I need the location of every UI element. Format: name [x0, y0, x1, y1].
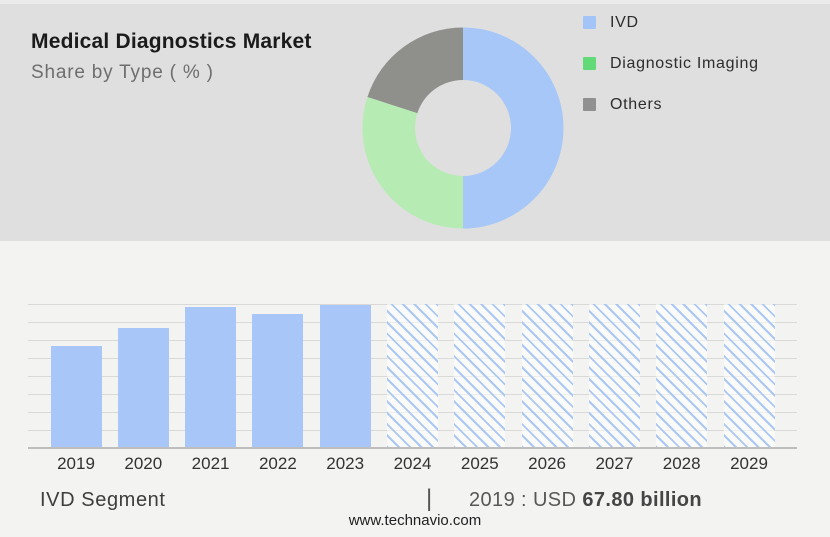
donut-segment-diagnostic-imaging [362, 96, 463, 229]
legend-item-ivd: IVD [583, 13, 759, 31]
caption-segment-label: IVD Segment [40, 489, 166, 511]
bar-2021 [185, 307, 237, 448]
donut-legend: IVD Diagnostic Imaging Others [583, 13, 759, 113]
x-axis-label-2027: 2027 [595, 454, 634, 473]
bar-2028 [656, 304, 708, 448]
x-axis-label-2023: 2023 [326, 454, 365, 473]
legend-label-diagnostic-imaging: Diagnostic Imaging [610, 54, 759, 72]
bar-2022 [252, 314, 304, 448]
x-axis-baseline [28, 447, 797, 449]
donut-segment-ivd [463, 27, 564, 229]
legend-item-others: Others [583, 95, 759, 113]
bar-2029 [723, 304, 775, 448]
x-axis-label-2026: 2026 [528, 454, 566, 473]
x-axis-label-2029: 2029 [730, 454, 768, 473]
caption-value-prefix: 2019 : USD [469, 489, 583, 511]
legend-swatch-diagnostic-imaging-icon [583, 57, 596, 70]
bar-2025 [454, 304, 506, 448]
bar-2020 [117, 328, 169, 448]
x-axis-label-2025: 2025 [460, 454, 499, 473]
footer-website: www.technavio.com [348, 512, 482, 529]
donut-chart [362, 27, 564, 229]
page-title: Medical Diagnostics Market [31, 30, 312, 53]
bar-2024 [387, 304, 438, 448]
bar-2023 [319, 305, 371, 448]
top-strip-divider [0, 0, 830, 4]
caption-separator: | [426, 485, 433, 512]
legend-swatch-others-icon [583, 98, 596, 111]
x-axis-label-2022: 2022 [258, 454, 297, 473]
bar-2019 [50, 346, 102, 448]
caption-value: 2019 : USD 67.80 billion [469, 489, 702, 512]
bar-chart: 2019 2020 2021 2022 2023 2024 2025 2026 2027 2028… [28, 304, 797, 473]
x-axis-label-2019: 2019 [57, 454, 95, 473]
x-axis-label-2021: 2021 [191, 454, 230, 473]
caption-value-bold: 67.80 billion [582, 489, 703, 511]
page-subtitle: Share by Type ( % ) [31, 62, 214, 83]
bar-2026 [521, 304, 573, 448]
legend-label-ivd: IVD [610, 13, 639, 31]
x-axis-label-2024: 2024 [393, 454, 432, 473]
top-section: Medical Diagnostics Market Share by Type… [0, 0, 830, 241]
legend-item-diagnostic-imaging: Diagnostic Imaging [583, 54, 759, 72]
legend-label-others: Others [610, 95, 663, 113]
donut-segment-others [367, 27, 463, 114]
x-axis-label-2028: 2028 [662, 454, 701, 473]
legend-swatch-ivd-icon [583, 16, 596, 29]
x-axis-label-2020: 2020 [124, 454, 163, 473]
bar-2027 [588, 304, 640, 448]
